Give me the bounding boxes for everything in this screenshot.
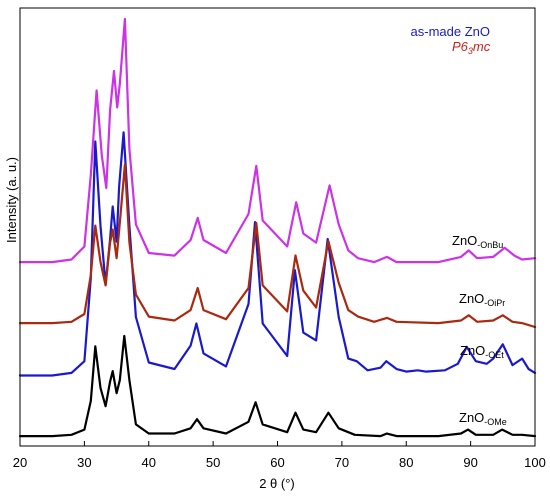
legend-spacegroup-tail: mc — [473, 39, 491, 54]
series-label-oipr-sub: -OiPr — [484, 298, 505, 308]
legend-entry-as-made: as-made ZnO — [411, 24, 490, 39]
x-tick-label-50: 50 — [206, 455, 220, 470]
series-line-oet — [18, 131, 537, 377]
legend: as-made ZnO P63mc — [411, 24, 491, 56]
x-tick-label-60: 60 — [270, 455, 284, 470]
series-label-oet-main: ZnO — [460, 343, 485, 358]
series-label-oipr-main: ZnO — [459, 291, 484, 306]
x-tick-label-90: 90 — [463, 455, 477, 470]
x-tick-label-30: 30 — [77, 455, 91, 470]
x-tick-label-80: 80 — [399, 455, 413, 470]
legend-spacegroup-sub: 3 — [468, 46, 473, 56]
x-axis-title: 2 θ (°) — [259, 476, 295, 491]
x-tick-label-70: 70 — [335, 455, 349, 470]
legend-entry-spacegroup: P63mc — [452, 39, 491, 56]
series-label-ome-sub: -OMe — [484, 417, 507, 427]
x-axis-ticks: 20 30 40 50 60 70 80 90 100 — [13, 441, 546, 470]
series-label-onbu-main: ZnO — [452, 233, 477, 248]
series-label-onbu-sub: -OnBu — [477, 240, 503, 250]
series-label-oipr: ZnO-OiPr — [459, 291, 505, 308]
series-line-onbu — [18, 17, 537, 264]
series-label-oet-sub: -OEt — [485, 350, 504, 360]
series-labels: ZnO-OnBu ZnO-OiPr ZnO-OEt ZnO-OMe — [452, 233, 507, 427]
y-axis-title: Intensity (a. u.) — [4, 157, 19, 243]
series-label-oet: ZnO-OEt — [460, 343, 504, 360]
x-tick-label-40: 40 — [142, 455, 156, 470]
series-label-ome-main: ZnO — [459, 410, 484, 425]
legend-spacegroup-main: P6 — [452, 39, 469, 54]
series-line-ome — [18, 334, 537, 438]
series-label-onbu: ZnO-OnBu — [452, 233, 503, 250]
x-tick-label-100: 100 — [524, 455, 546, 470]
x-tick-label-20: 20 — [13, 455, 27, 470]
series-lines — [18, 17, 537, 438]
series-line-oipr — [18, 163, 537, 329]
series-label-ome: ZnO-OMe — [459, 410, 507, 427]
